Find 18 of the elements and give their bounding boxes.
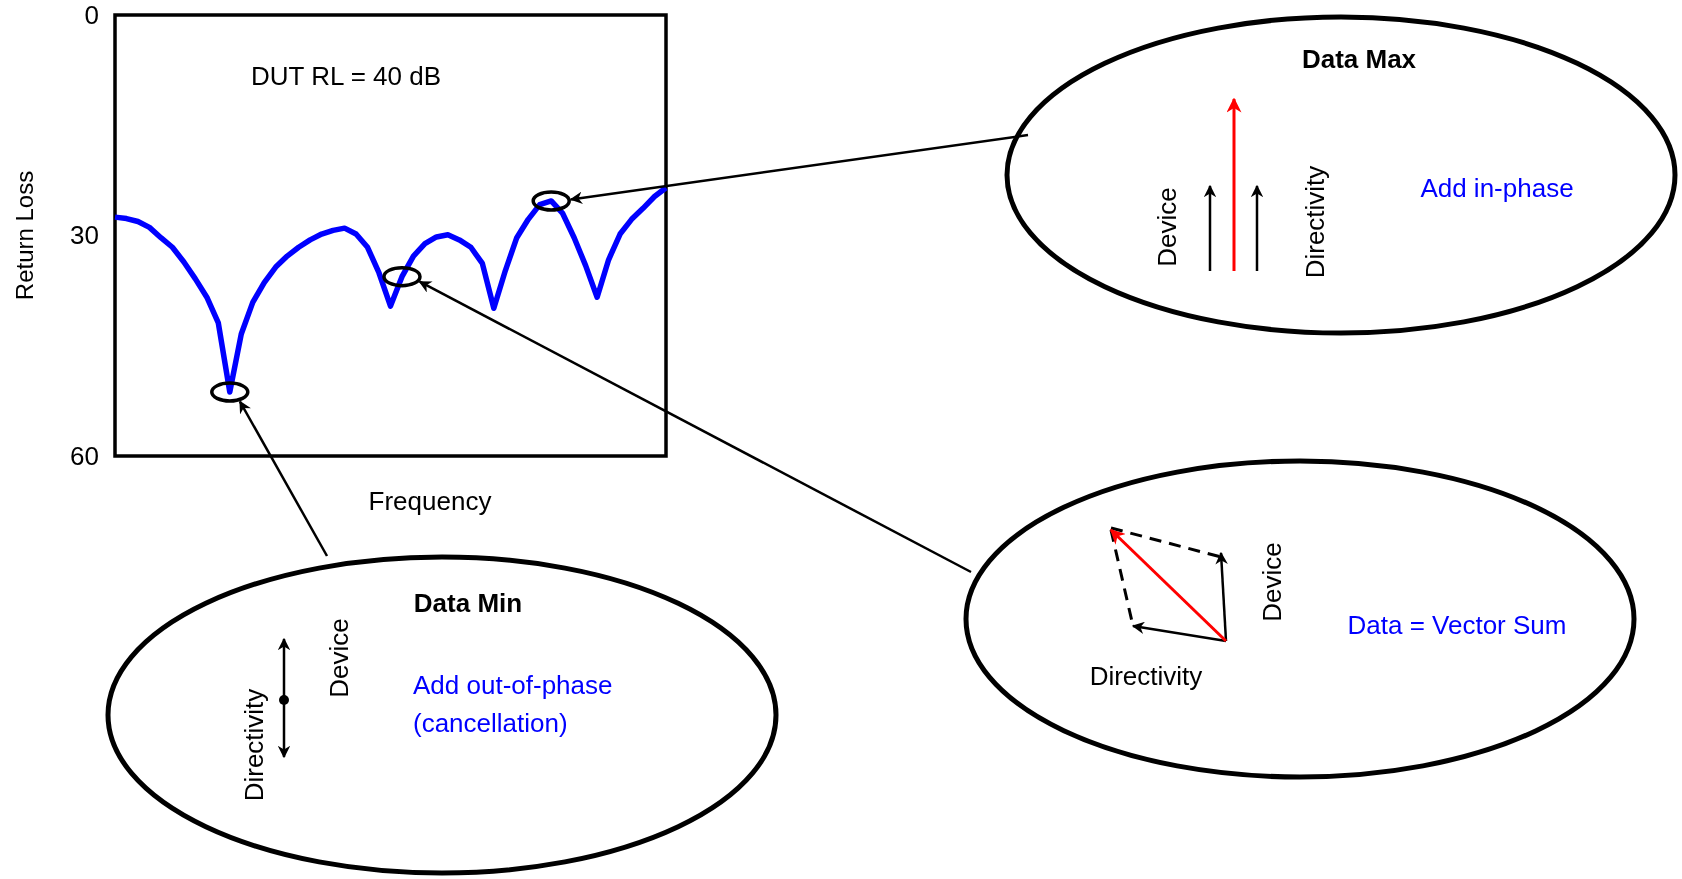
y-axis-title: Return Loss — [11, 170, 38, 301]
text: Device — [1152, 187, 1182, 267]
annotation: DUT RL = 40 dB — [250, 61, 442, 91]
text: Directivity — [1300, 165, 1330, 279]
text: Add out-of-phase — [413, 670, 613, 700]
y-tick-label: 60 — [70, 440, 99, 471]
text: (cancellation) — [413, 708, 568, 738]
text: Device — [324, 618, 354, 698]
x-axis-title: Frequency — [368, 486, 492, 516]
text: Device — [1257, 542, 1287, 622]
y-tick-label: 30 — [70, 220, 99, 251]
y-tick-label: 0 — [84, 0, 99, 30]
text: Data = Vector Sum — [1347, 610, 1567, 640]
text: Directivity — [239, 688, 269, 802]
text: Data Min — [413, 588, 523, 618]
text: Directivity — [1089, 661, 1203, 691]
text: Add in-phase — [1420, 173, 1574, 203]
text: Data Max — [1301, 44, 1417, 74]
